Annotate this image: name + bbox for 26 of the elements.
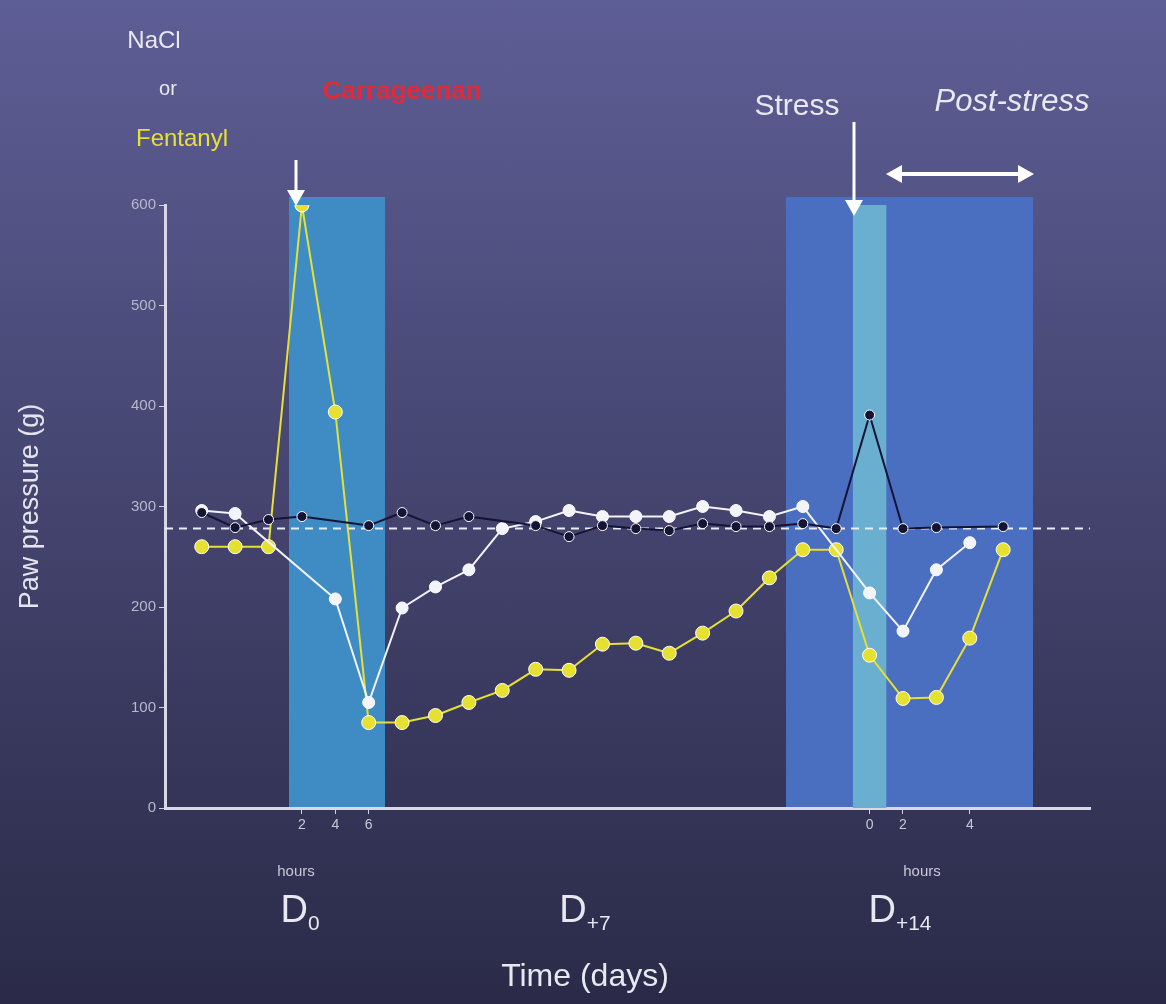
x-tick-label: 4 <box>331 816 340 833</box>
text: Fentanyl <box>135 124 229 151</box>
text: D$_{0}$ <box>280 888 320 934</box>
text: or <box>159 77 177 99</box>
y-tick-label: 0 <box>147 798 156 816</box>
y-tick-label: 200 <box>130 597 156 615</box>
text: D$_{+14}$ <box>868 888 932 934</box>
text: hours <box>277 861 315 879</box>
x-tick-label: 2 <box>899 816 908 833</box>
x-tick-label: 0 <box>865 816 874 833</box>
x-tick-label: 6 <box>364 816 373 833</box>
y-tick-label: 600 <box>130 195 156 213</box>
text: D$_{+7}$ <box>559 888 611 934</box>
y-tick-label: 100 <box>130 697 156 715</box>
text: hours <box>903 861 941 879</box>
text: NaCl <box>127 26 181 53</box>
y-tick-label: 400 <box>130 396 156 414</box>
y-tick-label: 300 <box>130 496 156 514</box>
text: Stress <box>754 88 840 121</box>
text: Post-stress <box>934 82 1090 118</box>
x-tick-label: 4 <box>965 816 974 833</box>
text: Carrageenan <box>322 75 482 105</box>
y-tick-label: 500 <box>130 295 156 313</box>
y-axis-title: Paw pressure (g) <box>13 403 44 610</box>
x-tick-label: 2 <box>298 816 307 833</box>
x-axis-title: Time (days) <box>501 957 669 993</box>
